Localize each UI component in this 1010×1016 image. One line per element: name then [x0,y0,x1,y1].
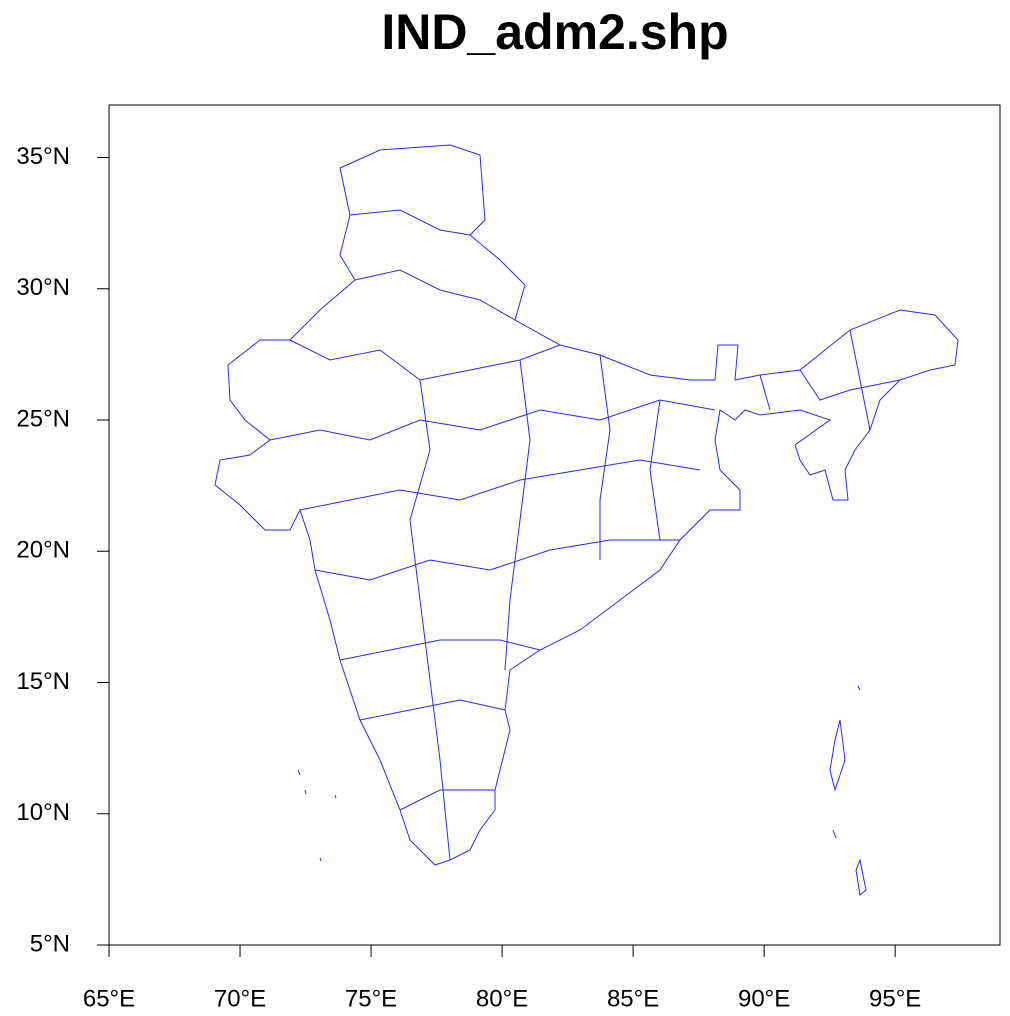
x-tick-label: 90°E [738,985,790,1012]
y-tick-label: 20°N [16,537,70,564]
y-tick-label: 10°N [16,799,70,826]
y-tick-label: 15°N [16,668,70,695]
district-boundaries [214,144,959,896]
map-title: IND_adm2.shp [381,4,728,60]
x-tick-label: 80°E [476,985,528,1012]
district-lines [269,209,901,861]
y-tick-label: 30°N [16,274,70,301]
andaman-nicobar [829,685,867,896]
y-tick-label: 25°N [16,405,70,432]
y-tick-label: 5°N [30,930,70,957]
x-tick-label: 75°E [345,985,397,1012]
x-tick-label: 85°E [607,985,659,1012]
x-tick-label: 65°E [83,985,135,1012]
x-tick-label: 70°E [214,985,266,1012]
x-tick-label: 95°E [869,985,921,1012]
india-outline [214,144,959,866]
map-frame [108,104,1001,946]
lakshadweep [297,769,337,862]
y-tick-label: 35°N [16,143,70,170]
